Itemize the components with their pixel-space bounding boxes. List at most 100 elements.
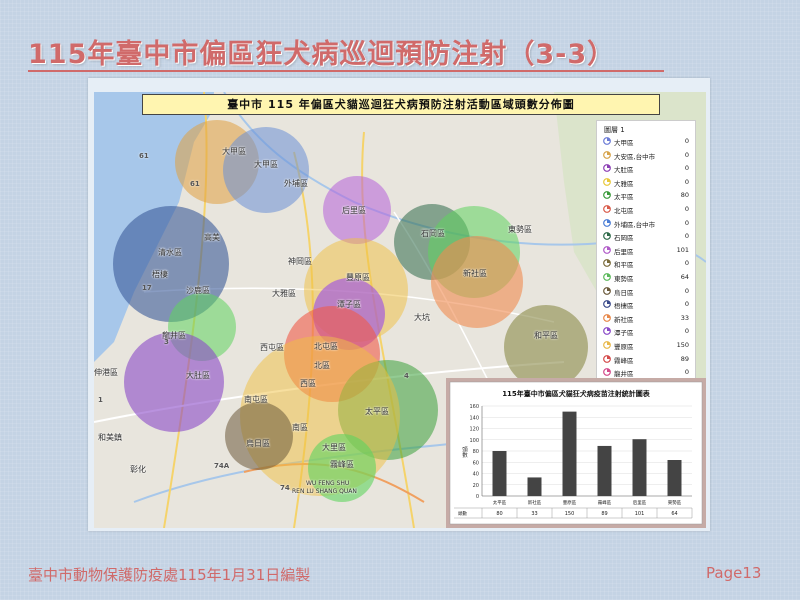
legend-item-value: 101 xyxy=(676,245,689,254)
road-label: 74A xyxy=(214,462,230,470)
pie-icon xyxy=(603,327,611,336)
legend-item-value: 80 xyxy=(680,191,689,200)
district-label: 大肚區 xyxy=(186,371,210,380)
legend-item-value: 0 xyxy=(684,177,689,186)
district-label: 南區 xyxy=(292,423,308,432)
legend-item-value: 0 xyxy=(684,218,689,227)
legend-item-name: 霧峰區 xyxy=(614,356,634,365)
legend-item-name: 北屯區 xyxy=(614,207,634,215)
legend-item-value: 0 xyxy=(684,286,689,295)
pie-icon xyxy=(603,177,611,186)
district-label: REN LU SHANG QUAN xyxy=(292,488,357,495)
legend-item-value: 89 xyxy=(680,354,689,363)
data-table-value: 89 xyxy=(601,511,607,517)
legend-item-value: 150 xyxy=(676,341,689,349)
legend-item: 太平區 80 xyxy=(603,190,691,201)
pie-icon xyxy=(603,150,611,159)
legend-item-value: 0 xyxy=(684,327,689,336)
y-tick-label: 60 xyxy=(473,460,479,466)
legend-item: 北屯區 0 xyxy=(603,204,691,215)
y-tick-label: 80 xyxy=(473,449,479,455)
map-area[interactable]: 大甲區 大甲區 外埔區 后里區 石岡區 東勢區 新社區 清水區 高美 梧棲 沙鹿… xyxy=(94,92,706,528)
road-label: 1 xyxy=(98,396,103,404)
chart-title: 115年臺中市偏區犬貓狂犬病疫苗注射統計圖表 xyxy=(502,389,651,398)
district-label: 西屯區 xyxy=(260,343,284,352)
pie-icon xyxy=(603,341,611,349)
bar xyxy=(492,451,507,496)
district-label: 清水區 xyxy=(158,248,182,257)
district-label: 后里區 xyxy=(342,206,366,215)
district-label: 和美鎮 xyxy=(98,433,122,442)
road-label: 61 xyxy=(190,180,200,188)
pie-icon xyxy=(603,368,611,377)
legend-item: 霧峰區 89 xyxy=(603,354,691,365)
slide-title: 115年臺中市偏區狂犬病巡迴預防注射（3-3） xyxy=(28,39,616,70)
y-tick-label: 140 xyxy=(469,415,479,421)
y-tick-label: 20 xyxy=(473,483,479,489)
pie-icon xyxy=(603,232,611,241)
district-label: 大坑 xyxy=(414,313,430,322)
legend-item-name: 后里區 xyxy=(614,247,634,256)
legend-item-value: 64 xyxy=(680,273,689,281)
legend-item-name: 大雅區 xyxy=(614,179,634,188)
pie-icon xyxy=(603,286,611,295)
district-label: 新社區 xyxy=(463,269,487,278)
legend-item-value: 0 xyxy=(684,205,689,213)
legend-item-value: 33 xyxy=(680,313,689,322)
legend-item-value: 0 xyxy=(684,300,689,309)
x-tick-label: 新社區 xyxy=(528,499,542,506)
district-label: 沙鹿區 xyxy=(186,286,210,295)
legend-item-name: 大肚區 xyxy=(614,166,634,175)
data-table-value: 150 xyxy=(565,511,575,517)
district-label: 潭子區 xyxy=(337,300,361,309)
pie-icon xyxy=(603,354,611,363)
bar xyxy=(667,460,682,496)
legend-panel: 圖層 1 大甲區 0 大安區,台中市 0 大肚區 0 大雅區 0 太平區 80 北屯區 0 外埔區,台中… xyxy=(596,120,696,402)
district-label: 石岡區 xyxy=(421,229,445,238)
page-number: Page13 xyxy=(706,564,762,582)
district-label: 高美 xyxy=(204,233,220,242)
legend-item-name: 大甲區 xyxy=(614,139,634,147)
bar-chart: 115年臺中市偏區犬貓狂犬病疫苗注射統計圖表 0 20 40 60 80 100 120 140… xyxy=(446,378,706,528)
legend-item: 和平區 0 xyxy=(603,258,691,269)
pie-icon xyxy=(603,313,611,322)
y-tick-label: 100 xyxy=(469,438,479,444)
pie-icon xyxy=(603,137,611,145)
district-label: 西區 xyxy=(300,379,316,388)
legend-item-name: 潭子區 xyxy=(614,329,634,338)
legend-item-name: 外埔區,台中市 xyxy=(614,220,656,229)
x-tick-label: 后里區 xyxy=(633,499,647,506)
legend-item-name: 大安區,台中市 xyxy=(614,152,656,161)
pie-icon xyxy=(603,273,611,281)
district-label: 烏日區 xyxy=(246,439,270,448)
pie-icon xyxy=(603,245,611,254)
legend-item: 大肚區 0 xyxy=(603,163,691,174)
district-label: 大里區 xyxy=(322,443,346,452)
pie-icon xyxy=(603,191,611,200)
district-label: 彰化 xyxy=(130,465,146,474)
district-label: 東勢區 xyxy=(508,225,532,234)
district-label: 外埔區 xyxy=(284,179,308,188)
legend-item: 后里區 101 xyxy=(603,245,691,256)
legend-item-value: 0 xyxy=(684,232,689,241)
legend-item: 大安區,台中市 0 xyxy=(603,150,691,161)
pie-icon xyxy=(603,218,611,227)
legend-item: 新社區 33 xyxy=(603,313,691,324)
x-tick-label: 東勢區 xyxy=(668,499,682,506)
bar xyxy=(527,477,542,496)
road-label: 4 xyxy=(404,372,409,380)
legend-item: 外埔區,台中市 0 xyxy=(603,218,691,229)
road-label: 74 xyxy=(280,484,290,492)
district-label: 龍井區 xyxy=(162,331,186,340)
legend-item-name: 梧棲區 xyxy=(614,302,634,311)
map-title: 臺中市 115 年偏區犬貓巡迴狂犬病預防注射活動區域頭數分佈圖 xyxy=(142,94,660,115)
road-label: 3 xyxy=(164,338,169,346)
legend-item: 烏日區 0 xyxy=(603,286,691,297)
title-underline xyxy=(28,70,664,72)
legend-item: 東勢區 64 xyxy=(603,272,691,283)
bar-chart-svg: 115年臺中市偏區犬貓狂犬病疫苗注射統計圖表 0 20 40 60 80 100 120 140… xyxy=(449,381,703,525)
district-label: 北區 xyxy=(314,361,330,370)
legend-item-value: 0 xyxy=(684,368,689,377)
legend-item-value: 0 xyxy=(684,259,689,268)
y-tick-label: 0 xyxy=(476,494,479,500)
